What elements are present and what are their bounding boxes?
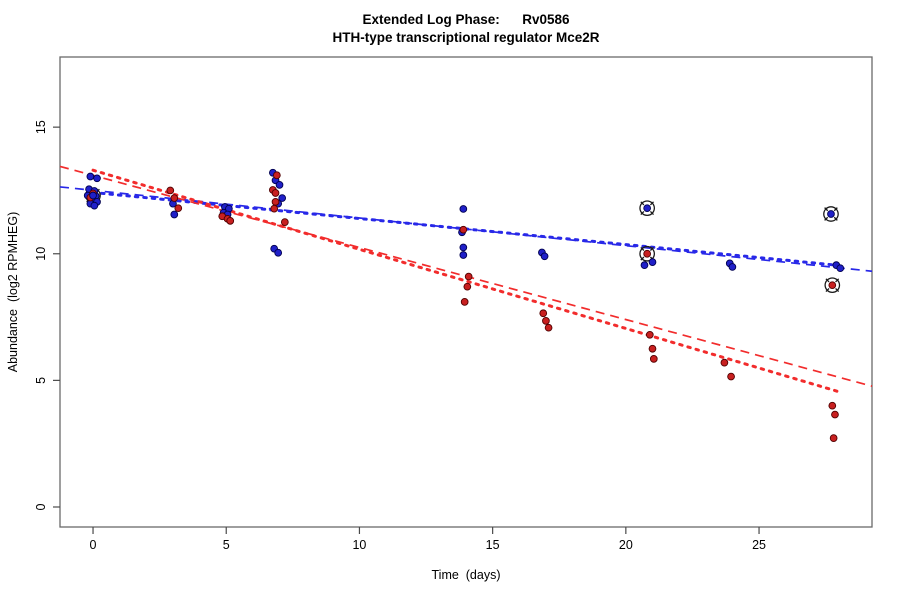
data-point-blue [93,174,101,183]
data-point-red [831,410,839,419]
flagged-data-point-red [828,281,837,290]
data-point-red [273,171,281,180]
x-tick-label: 0 [90,538,97,552]
data-point-red [174,204,183,213]
data-point-red [649,355,658,363]
data-point-blue [86,172,95,181]
data-point-blue [170,210,179,219]
data-point-red [271,197,280,206]
flagged-cross-tick [640,201,645,206]
data-point-blue [459,243,468,252]
data-point-red [542,317,550,325]
flagged-cross-tick [640,246,645,251]
data-point-red [829,434,838,442]
flagged-cross-tick [825,287,830,292]
flagged-data-point-red [643,249,652,258]
flagged-cross-tick [649,210,654,216]
x-tick-label: 10 [352,538,366,552]
flagged-ring [824,277,841,294]
data-point-red [460,298,469,306]
data-point-blue [90,201,99,210]
data-point-blue [640,261,649,270]
flagged-data-point-blue [643,204,652,213]
y-axis-label: Abundance (log2 RPMHEG) [6,211,20,373]
data-point-red [828,401,837,410]
flagged-cross-tick [833,216,838,221]
data-point-blue [459,205,468,213]
data-point-red [463,282,472,291]
y-tick-label: 0 [34,503,48,510]
flagged-ring [639,200,656,217]
data-point-red [270,204,279,213]
data-point-blue [540,252,549,261]
flagged-ring [639,245,656,262]
data-point-blue [275,181,284,189]
data-point-red [280,218,289,226]
x-axis-label: Time (days) [431,568,501,582]
x-tick-label: 20 [619,538,633,552]
y-tick-label: 5 [34,377,48,384]
data-point-blue [836,264,845,273]
flagged-data-point-blue [89,191,97,200]
data-point-red [539,309,548,318]
flagged-cross-tick [835,278,840,283]
chart-title-line1: Extended Log Phase: Rv0586 [362,12,570,27]
data-point-red [544,323,553,332]
y-tick-label: 10 [34,247,48,261]
data-point-red [648,344,657,353]
flagged-data-point-blue [827,210,835,218]
x-tick-label: 25 [752,538,766,552]
x-tick-label: 15 [486,538,500,552]
data-point-red [727,372,735,381]
data-point-red [166,186,175,195]
flagged-cross-tick [824,207,829,212]
flagged-cross-tick [833,207,838,212]
data-point-blue [728,263,737,271]
x-tick-label: 5 [223,538,230,552]
data-point-red [645,330,654,339]
flagged-cross-tick [824,216,829,221]
flagged-ring [823,206,839,222]
data-point-red [271,189,280,197]
trend-line-red-dotted-fit [91,168,841,394]
data-point-red [464,272,473,281]
flagged-cross-tick [825,278,830,283]
flagged-cross-tick [640,210,645,216]
data-point-red [720,358,729,367]
flagged-cross-tick [649,246,654,251]
data-point-red [226,216,235,225]
data-point-blue [459,251,468,259]
y-tick-label: 15 [34,120,48,134]
flagged-cross-tick [835,287,840,292]
chart-title-line2: HTH-type transcriptional regulator Mce2R [332,30,600,45]
data-point-blue [274,248,283,257]
data-point-blue [278,194,287,202]
data-point-red [459,225,468,234]
flagged-cross-tick [649,201,654,206]
flagged-cross-tick [640,256,645,261]
data-point-red [170,194,179,202]
plot-border [59,56,873,528]
data-point-blue [648,258,657,266]
